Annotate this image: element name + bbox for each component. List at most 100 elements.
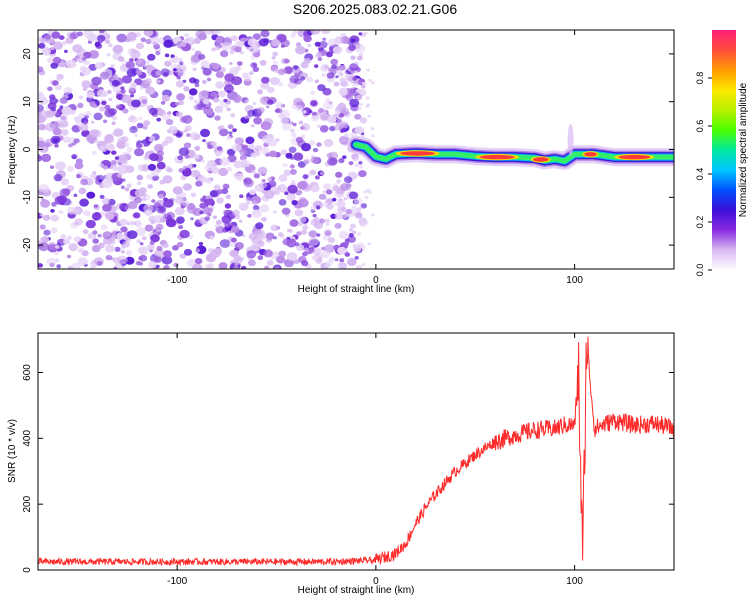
heatmap-cell bbox=[272, 51, 279, 57]
heatmap-cell bbox=[175, 208, 182, 214]
heatmap-cell bbox=[192, 67, 197, 72]
heatmap-cell bbox=[302, 110, 307, 114]
y-tick-label: 0 bbox=[22, 567, 33, 573]
heatmap-cell bbox=[103, 165, 109, 170]
heatmap-cell bbox=[234, 242, 244, 250]
heatmap-cell bbox=[273, 236, 277, 240]
heatmap-cell bbox=[362, 82, 367, 86]
heatmap-cell bbox=[194, 145, 201, 151]
heatmap-cell bbox=[212, 97, 220, 103]
heatmap-cell bbox=[209, 95, 215, 100]
heatmap-cell bbox=[340, 80, 349, 88]
heatmap-cell bbox=[47, 86, 53, 92]
heatmap-cell bbox=[311, 184, 320, 192]
heatmap-cell bbox=[348, 44, 356, 51]
heatmap-cell bbox=[81, 80, 91, 89]
heatmap-cell bbox=[179, 61, 184, 66]
heatmap-cell bbox=[223, 209, 230, 215]
heatmap-cell bbox=[350, 223, 356, 229]
heatmap-cell bbox=[216, 197, 224, 204]
heatmap-cell bbox=[284, 58, 290, 64]
heatmap-cell bbox=[354, 126, 364, 135]
heatmap-cell bbox=[251, 200, 258, 205]
heatmap-cell bbox=[101, 179, 113, 189]
y-tick-label: 200 bbox=[22, 495, 33, 512]
heatmap-cell bbox=[243, 160, 251, 168]
heatmap-cell bbox=[246, 250, 257, 259]
heatmap-cell bbox=[121, 94, 132, 104]
heatmap-cell bbox=[344, 133, 349, 138]
heatmap-cell bbox=[314, 79, 320, 84]
heatmap-cell bbox=[344, 252, 351, 257]
heatmap-cell bbox=[86, 191, 96, 199]
heatmap-cell bbox=[190, 217, 194, 221]
heatmap-cell bbox=[112, 165, 119, 171]
heatmap-cell bbox=[169, 198, 175, 203]
heatmap-cell bbox=[193, 37, 201, 45]
heatmap-cell bbox=[301, 134, 306, 139]
heatmap-cell bbox=[113, 128, 124, 137]
heatmap-cell bbox=[86, 91, 95, 99]
heatmap-cell bbox=[156, 150, 164, 157]
heatmap-cell bbox=[293, 152, 304, 161]
heatmap-cell bbox=[134, 148, 144, 157]
heatmap-cell bbox=[175, 111, 183, 118]
heatmap-cell bbox=[120, 136, 129, 143]
heatmap-cell bbox=[314, 175, 320, 180]
heatmap-cell bbox=[78, 248, 84, 253]
heatmap-cell bbox=[213, 162, 218, 167]
heatmap-cell bbox=[52, 127, 62, 136]
heatmap-cell bbox=[138, 256, 143, 261]
heatmap-cell bbox=[284, 191, 289, 195]
heatmap-cell bbox=[308, 110, 313, 113]
heatmap-cell bbox=[368, 78, 373, 82]
heatmap-cell bbox=[264, 265, 270, 269]
heatmap-cell bbox=[202, 139, 206, 143]
heatmap-cell bbox=[326, 72, 335, 79]
heatmap-cell bbox=[76, 174, 81, 179]
heatmap-cell bbox=[147, 53, 156, 61]
heatmap-cell bbox=[343, 197, 348, 201]
heatmap-cell bbox=[112, 44, 124, 54]
heatmap-cell bbox=[195, 30, 206, 39]
heatmap-cell bbox=[90, 120, 95, 124]
heatmap-cell bbox=[135, 227, 147, 236]
heatmap-cell bbox=[116, 105, 121, 110]
heatmap-cell bbox=[103, 119, 108, 124]
heatmap-cell bbox=[218, 262, 228, 269]
heatmap-cell bbox=[50, 62, 59, 69]
heatmap-cell bbox=[253, 117, 262, 125]
heatmap-cell bbox=[260, 81, 270, 90]
heatmap-cell bbox=[216, 189, 223, 195]
heatmap-cell bbox=[143, 120, 151, 126]
heatmap-cell bbox=[141, 236, 147, 241]
heatmap-cell bbox=[300, 61, 309, 69]
heatmap-cell bbox=[204, 216, 210, 221]
heatmap-cell bbox=[104, 108, 116, 118]
heatmap-cell bbox=[178, 225, 184, 230]
heatmap-cell bbox=[336, 179, 342, 184]
heatmap-cell bbox=[78, 113, 86, 119]
heatmap-cell bbox=[324, 230, 332, 236]
heatmap-cell bbox=[281, 122, 292, 131]
heatmap-cell bbox=[358, 206, 363, 210]
heatmap-cell bbox=[160, 101, 166, 105]
heatmap-cell bbox=[243, 75, 252, 82]
heatmap-cell bbox=[98, 106, 106, 112]
heatmap-cell bbox=[248, 143, 255, 150]
heatmap-cell bbox=[193, 133, 201, 141]
heatmap-cell bbox=[351, 230, 357, 235]
heatmap-cell bbox=[331, 64, 337, 70]
heatmap-cell bbox=[193, 170, 201, 177]
heatmap-cell bbox=[240, 265, 247, 269]
heatmap-cell bbox=[145, 136, 150, 140]
heatmap-cell bbox=[260, 147, 270, 155]
colorbar: 0.0 0.2 0.4 0.6 0.8 Normalized spectral ampl… bbox=[695, 30, 749, 276]
heatmap-cell bbox=[312, 147, 319, 153]
heatmap-cell bbox=[41, 153, 52, 163]
heatmap-cell bbox=[296, 231, 302, 236]
heatmap-cell bbox=[106, 143, 115, 151]
heatmap-cell bbox=[344, 241, 350, 246]
heatmap-cell bbox=[277, 232, 284, 237]
x-tick-label: -100 bbox=[167, 275, 187, 286]
